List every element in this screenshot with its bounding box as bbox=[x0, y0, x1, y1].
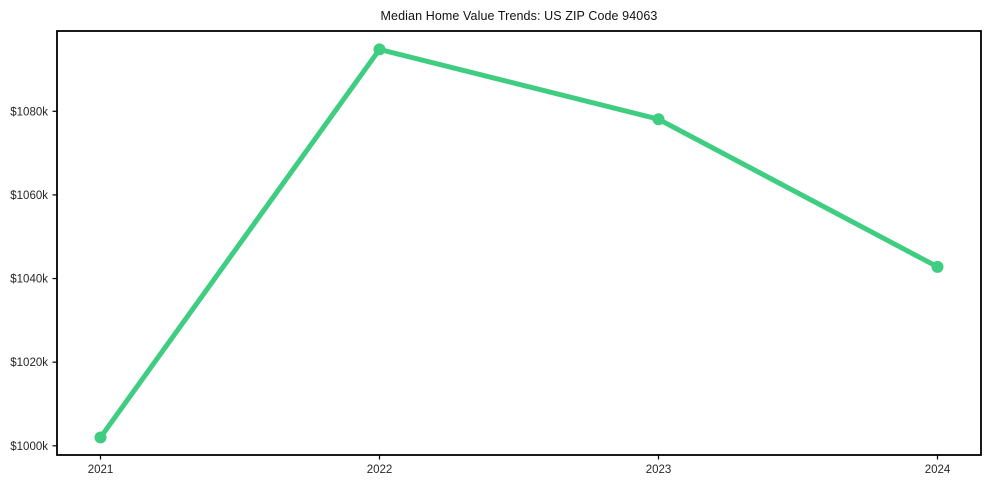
y-tick-label: $1040k bbox=[10, 274, 48, 286]
trend-line bbox=[98, 46, 940, 440]
data-point-2022 bbox=[373, 43, 386, 56]
y-tick-label: $1020k bbox=[10, 357, 48, 369]
plot-border bbox=[56, 30, 982, 456]
x-tick-label: 2021 bbox=[88, 464, 114, 476]
y-tick-label: $1060k bbox=[10, 190, 48, 202]
chart-title: Median Home Value Trends: US ZIP Code 94… bbox=[380, 9, 658, 23]
x-tick-label: 2024 bbox=[925, 464, 951, 476]
data-point-2021 bbox=[94, 431, 107, 444]
x-tick-label: 2022 bbox=[367, 464, 393, 476]
y-tick-label: $1000k bbox=[10, 441, 48, 453]
data-point-2023 bbox=[652, 113, 665, 126]
x-tick-label: 2023 bbox=[646, 464, 672, 476]
data-point-2024 bbox=[931, 260, 944, 273]
y-tick-label: $1080k bbox=[10, 106, 48, 118]
